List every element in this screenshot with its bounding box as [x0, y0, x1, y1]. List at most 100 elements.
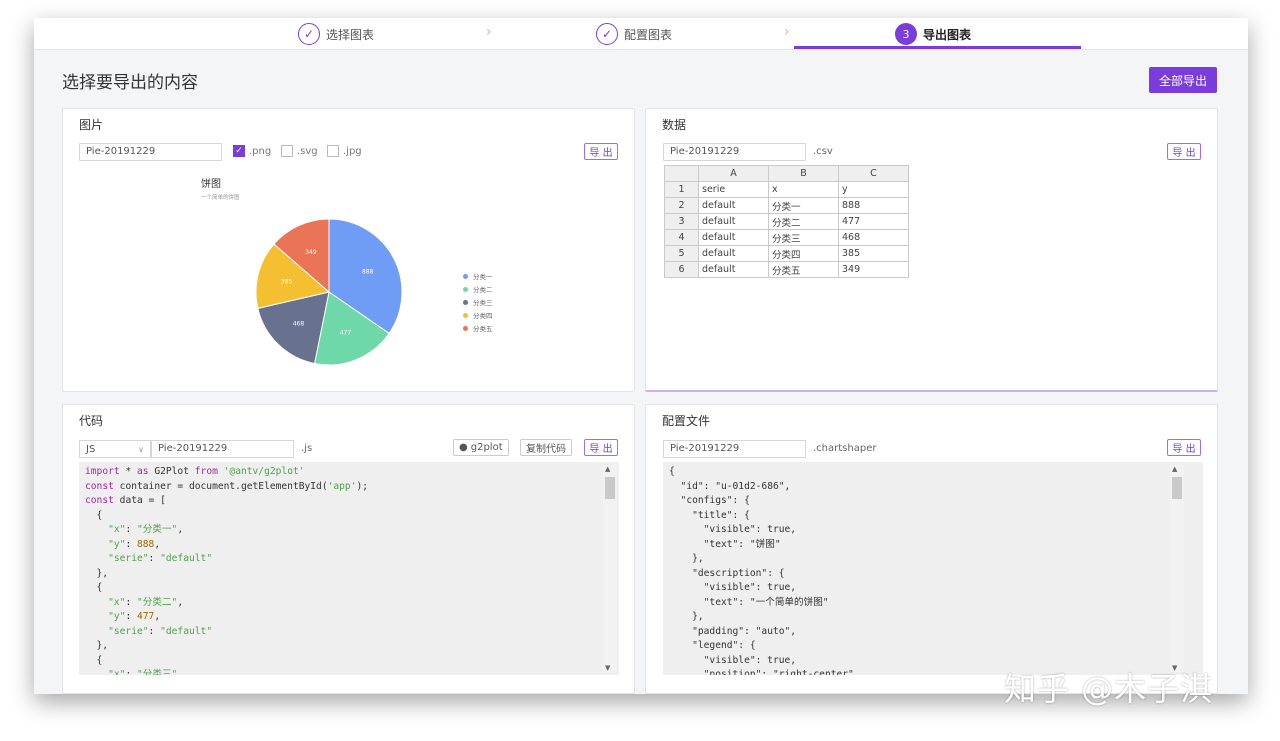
column-header: A [698, 165, 769, 182]
format-label: .png [249, 145, 272, 157]
pie-slice [255, 243, 331, 309]
data-export-button[interactable]: 导 出 [1167, 143, 1201, 160]
file-extension: .js [301, 443, 313, 454]
table-row: 6 default 分类五 349 [664, 261, 909, 278]
table-cell[interactable]: default [698, 213, 769, 230]
scroll-up-icon[interactable]: ▲ [605, 465, 611, 473]
table-cell[interactable]: x [768, 181, 839, 198]
scroll-down-icon[interactable]: ▼ [1172, 664, 1178, 672]
table-row: 3 default 分类二 477 [664, 213, 909, 230]
step-select-chart[interactable]: ✓ 选择图表 [298, 18, 374, 50]
table-header-row: A B C [664, 165, 909, 182]
chevron-right-icon: › [486, 24, 492, 40]
export-all-button[interactable]: 全部导出 [1149, 67, 1217, 93]
table-cell[interactable]: default [698, 229, 769, 246]
scrollbar-thumb[interactable] [605, 477, 615, 499]
data-table: A B C 1 serie x y 2 default 分类一 888 3 de… [664, 165, 909, 278]
pie-slice [257, 291, 330, 365]
table-cell[interactable]: 468 [838, 229, 909, 246]
table-cell[interactable]: default [698, 197, 769, 214]
table-cell[interactable]: 分类二 [768, 213, 839, 230]
table-cell[interactable]: 477 [838, 213, 909, 230]
chevron-down-icon: ∨ [138, 444, 144, 454]
scrollbar[interactable]: ▲ ▼ [1170, 465, 1184, 672]
legend-label: 分类四 [473, 312, 493, 320]
legend-marker [463, 312, 468, 318]
table-cell[interactable]: 385 [838, 245, 909, 262]
code-editor[interactable]: import * as G2Plot from '@antv/g2plot' c… [79, 462, 619, 675]
slice-value-label: 385 [281, 278, 293, 285]
chart-title: 饼图 [201, 179, 221, 190]
code-filename-input[interactable]: Pie-20191229 [151, 440, 294, 458]
scroll-down-icon[interactable]: ▼ [605, 664, 611, 672]
table-cell[interactable]: 分类一 [768, 197, 839, 214]
legend-item[interactable]: 分类四 [463, 310, 493, 320]
slice-value-label: 888 [362, 269, 374, 276]
code-panel: 代码 JS ∨ Pie-20191229 .js ● g2plot 复制代码 导… [62, 404, 635, 694]
row-number: 5 [664, 245, 699, 262]
language-value: JS [86, 443, 96, 455]
format-png-checkbox[interactable]: ✓ .png [233, 145, 271, 157]
step-number: 3 [895, 23, 917, 45]
code-export-button[interactable]: 导 出 [584, 439, 618, 456]
table-row: 5 default 分类四 385 [664, 245, 909, 262]
legend-label: 分类五 [473, 325, 493, 333]
row-number: 1 [664, 181, 699, 198]
table-cell[interactable]: default [698, 261, 769, 278]
step-label: 选择图表 [326, 27, 375, 42]
table-cell[interactable]: y [838, 181, 909, 198]
panel-title: 数据 [662, 118, 687, 132]
config-editor[interactable]: { "id": "u-01d2-686", "configs": { "titl… [663, 462, 1203, 675]
table-cell[interactable]: serie [698, 181, 769, 198]
step-label: 导出图表 [923, 27, 972, 42]
image-export-button[interactable]: 导 出 [584, 143, 618, 160]
page-title: 选择要导出的内容 [62, 73, 198, 93]
table-cell[interactable]: 分类三 [768, 229, 839, 246]
row-number: 3 [664, 213, 699, 230]
slice-value-label: 468 [293, 320, 305, 327]
scrollbar[interactable]: ▲ ▼ [603, 465, 617, 672]
table-cell[interactable]: 349 [838, 261, 909, 278]
pie-slice [273, 218, 330, 294]
step-config-chart[interactable]: ✓ 配置图表 [596, 18, 672, 50]
data-filename-input[interactable]: Pie-20191229 [663, 143, 806, 161]
copy-code-button[interactable]: 复制代码 [520, 439, 572, 456]
table-cell[interactable]: 分类五 [768, 261, 839, 278]
button-label: 复制代码 [526, 444, 566, 455]
table-cell[interactable]: default [698, 245, 769, 262]
format-jpg-checkbox[interactable]: .jpg [327, 145, 362, 157]
chart-subtitle: 一个简单的饼图 [201, 195, 240, 201]
active-step-indicator [794, 46, 1081, 49]
legend-item[interactable]: 分类二 [463, 284, 493, 294]
scroll-up-icon[interactable]: ▲ [1172, 465, 1178, 473]
step-export-chart[interactable]: 3 导出图表 [895, 18, 971, 50]
format-svg-checkbox[interactable]: .svg [281, 145, 318, 157]
file-extension: .csv [813, 146, 833, 157]
legend-item[interactable]: 分类五 [463, 323, 493, 333]
language-select[interactable]: JS ∨ [79, 440, 151, 458]
legend-marker [463, 325, 468, 331]
chevron-right-icon: › [784, 24, 790, 40]
checkbox-icon [281, 145, 293, 157]
panel-title: 图片 [79, 118, 104, 132]
pie-chart: 888 477 468 385 349 [255, 218, 403, 366]
legend-item[interactable]: 分类三 [463, 297, 493, 307]
file-extension: .chartshaper [813, 443, 877, 454]
image-panel: 图片 Pie-20191229 ✓ .png .svg .jpg 导 出 饼图 … [62, 108, 635, 392]
legend-item[interactable]: 分类一 [463, 271, 493, 281]
step-label: 配置图表 [624, 27, 673, 42]
legend-marker [463, 286, 468, 292]
g2plot-button[interactable]: ● g2plot [453, 439, 509, 456]
config-filename-input[interactable]: Pie-20191229 [663, 440, 806, 458]
slice-value-label: 477 [340, 330, 352, 337]
image-filename-input[interactable]: Pie-20191229 [79, 143, 222, 161]
scrollbar-thumb[interactable] [1172, 477, 1182, 499]
config-export-button[interactable]: 导 出 [1167, 439, 1201, 456]
steps-bar: ✓ 选择图表 › ✓ 配置图表 › 3 导出图表 [34, 18, 1248, 50]
table-cell[interactable]: 888 [838, 197, 909, 214]
data-panel: 数据 Pie-20191229 .csv 导 出 A B C 1 serie x… [645, 108, 1218, 392]
row-number: 2 [664, 197, 699, 214]
column-header: C [838, 165, 909, 182]
table-cell[interactable]: 分类四 [768, 245, 839, 262]
config-panel: 配置文件 Pie-20191229 .chartshaper 导 出 { "id… [645, 404, 1218, 694]
